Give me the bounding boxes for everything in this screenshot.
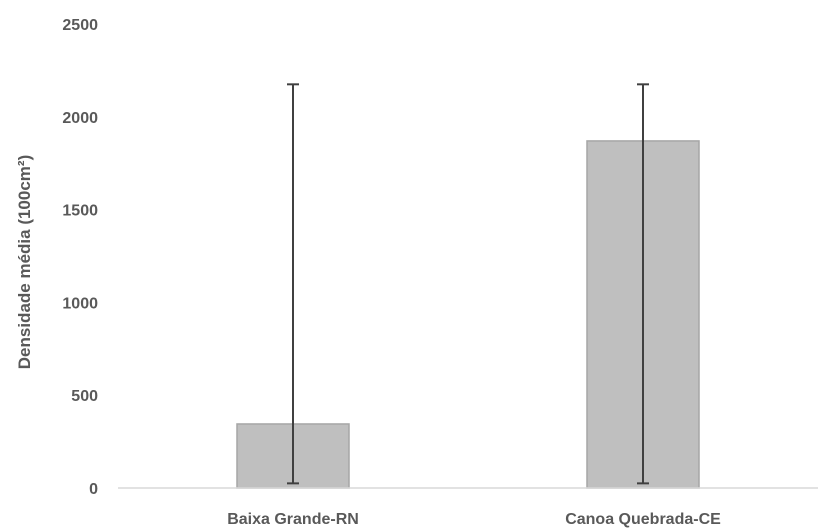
bars-group bbox=[236, 140, 700, 489]
y-tick-label-0: 0 bbox=[89, 481, 98, 498]
y-tick-label-3: 1500 bbox=[62, 203, 98, 220]
x-axis-labels: Baixa Grande-RN Canoa Quebrada-CE bbox=[227, 511, 721, 528]
x-tick-label-0: Baixa Grande-RN bbox=[227, 511, 359, 528]
x-tick-label-1: Canoa Quebrada-CE bbox=[565, 511, 721, 528]
y-axis-ticks: 0 500 1000 1500 2000 2500 bbox=[62, 17, 98, 498]
y-tick-label-1: 500 bbox=[71, 388, 98, 405]
error-bars-group bbox=[287, 83, 649, 485]
y-tick-label-4: 2000 bbox=[62, 110, 98, 127]
y-tick-label-5: 2500 bbox=[62, 17, 98, 34]
y-tick-label-2: 1000 bbox=[62, 295, 98, 312]
y-axis-title: Densidade média (100cm²) bbox=[15, 155, 34, 369]
